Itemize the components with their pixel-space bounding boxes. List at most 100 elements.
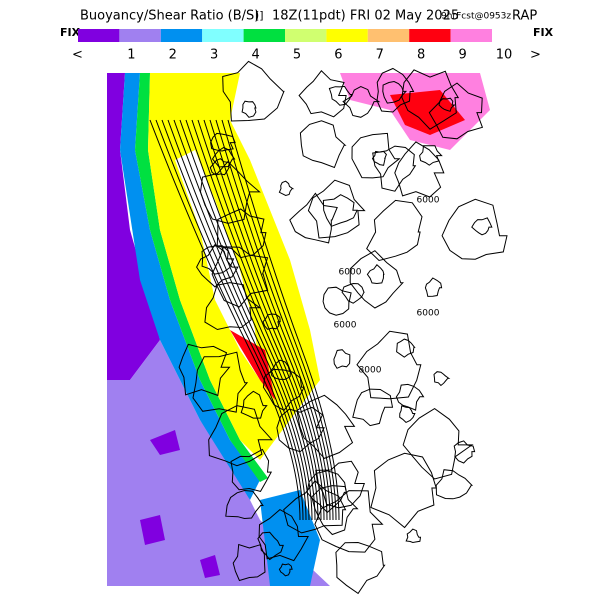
contour xyxy=(371,150,387,166)
contour xyxy=(341,282,365,304)
contour xyxy=(311,485,359,536)
contour-label: 6000 xyxy=(417,196,440,206)
contour xyxy=(438,97,456,112)
colorbar-swatch xyxy=(119,29,161,42)
contour xyxy=(211,146,236,168)
contour xyxy=(222,60,285,122)
colorbar: 1 2 3 4 5 6 7 8 9 10 xyxy=(78,29,512,63)
contour xyxy=(382,80,408,104)
contour xyxy=(342,86,381,118)
contour-labels: 6000 6000 6000 6000 8000 xyxy=(334,196,440,376)
contour-ridge xyxy=(197,119,325,521)
contour-ridge xyxy=(191,119,322,521)
contour xyxy=(394,141,445,198)
contour xyxy=(298,70,347,118)
contour-ridge xyxy=(173,119,313,521)
contour-ridge xyxy=(167,119,310,521)
contour xyxy=(349,250,404,309)
colorbar-label: 4 xyxy=(251,48,259,63)
contour xyxy=(225,489,264,520)
contour-ridge xyxy=(155,119,304,521)
colorbar-label: 10 xyxy=(496,48,513,63)
contour xyxy=(262,313,281,330)
shade-blobs xyxy=(140,430,220,578)
contour xyxy=(471,217,493,236)
colorbar-label: 7 xyxy=(376,48,384,63)
contour xyxy=(258,508,309,562)
contour xyxy=(335,541,386,595)
contour xyxy=(257,531,284,561)
title: Buoyancy/Shear Ratio (B/S) xyxy=(80,9,259,24)
contour-label: 6000 xyxy=(334,321,357,331)
contour xyxy=(208,405,274,467)
contour-label: 6000 xyxy=(417,309,440,319)
contour-ridge xyxy=(227,119,340,521)
model: RAP xyxy=(512,9,537,24)
forecast: 9hrFcst@0953z xyxy=(441,12,511,22)
contour xyxy=(419,145,443,166)
contour xyxy=(289,192,338,244)
colorbar-swatch xyxy=(160,29,203,42)
fix-left[interactable]: FIX xyxy=(60,26,81,39)
contour xyxy=(192,351,249,413)
prev-arrow[interactable]: < xyxy=(72,48,83,63)
fix-right[interactable]: FIX xyxy=(533,26,554,39)
contour xyxy=(366,264,385,285)
colorbar-swatch xyxy=(326,29,368,42)
contour xyxy=(370,452,437,529)
shade-white xyxy=(175,150,260,380)
contour xyxy=(240,390,268,419)
contour-ridge xyxy=(215,119,334,521)
contour xyxy=(241,100,257,118)
contour xyxy=(435,469,474,500)
contour xyxy=(401,69,460,130)
contour xyxy=(396,338,416,358)
contour xyxy=(405,528,422,544)
contour xyxy=(333,349,351,369)
contour xyxy=(201,245,235,275)
colorbar-swatch xyxy=(367,29,410,42)
contour-label: 8000 xyxy=(359,366,382,376)
contour xyxy=(395,383,425,411)
contour xyxy=(315,460,366,509)
contour xyxy=(278,180,295,197)
colorbar-swatch xyxy=(78,29,120,42)
colorbar-swatch xyxy=(243,29,285,42)
contour-ridge xyxy=(179,119,316,521)
next-arrow[interactable]: > xyxy=(530,48,541,63)
contour xyxy=(372,145,417,192)
contour xyxy=(328,85,353,106)
shade-purple xyxy=(107,73,160,380)
colorbar-label: 1 xyxy=(127,48,135,63)
contour-ridge xyxy=(161,119,307,521)
contour-ridge xyxy=(185,119,319,521)
contour xyxy=(453,440,476,464)
map: 6000 6000 6000 6000 8000 xyxy=(107,60,508,595)
contour xyxy=(262,368,305,411)
contour xyxy=(307,179,366,239)
contour xyxy=(230,448,273,492)
contour xyxy=(232,543,266,582)
contour xyxy=(376,67,415,113)
colorbar-swatch xyxy=(450,29,492,42)
colorbar-swatch xyxy=(409,29,451,42)
contour xyxy=(296,394,356,459)
colorbar-label: 9 xyxy=(458,48,466,63)
shade-green xyxy=(135,73,268,482)
contour xyxy=(399,405,416,423)
contour-ridge xyxy=(221,119,337,521)
contour xyxy=(441,198,508,260)
contour-ridge xyxy=(203,119,328,521)
contour xyxy=(424,277,443,297)
colorbar-label: 8 xyxy=(417,48,425,63)
colorbar-label: 2 xyxy=(169,48,177,63)
contour xyxy=(356,330,422,400)
contour xyxy=(278,563,293,577)
contour-ridge xyxy=(149,119,301,521)
colorbar-swatch xyxy=(202,29,244,42)
contour xyxy=(433,371,451,387)
shade-lightpurple xyxy=(107,340,330,586)
contour xyxy=(210,132,236,152)
contour xyxy=(322,286,352,316)
